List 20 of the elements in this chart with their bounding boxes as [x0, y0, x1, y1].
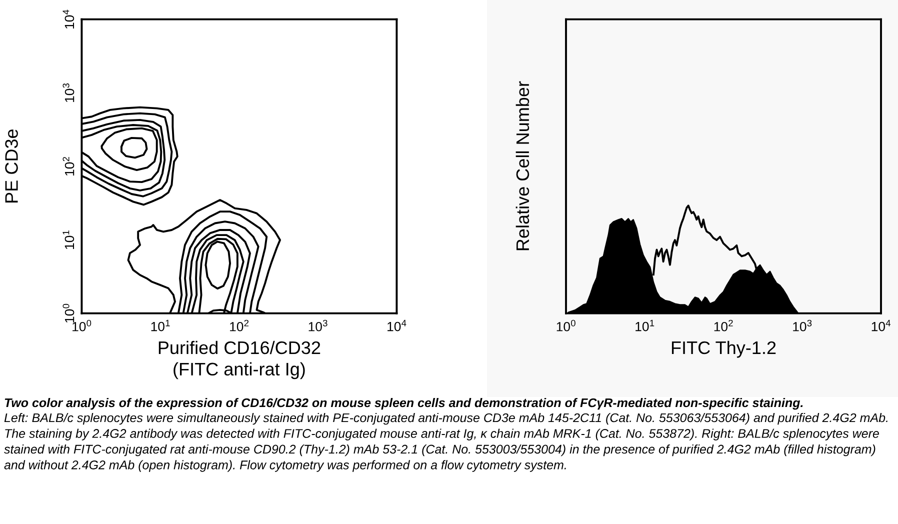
y-tick-label: 10$^{1}$: [62, 230, 74, 249]
x-axis-title: Purified CD16/CD32 (FITC anti-rat Ig): [158, 340, 320, 380]
y-axis-title: PE CD3e: [5, 129, 18, 202]
x-tick-label: 10$^{1}$: [151, 320, 170, 332]
x-tick-label: 10$^{4}$: [388, 320, 406, 332]
text: Two color analysis of the expression of CD16/CD32 on mouse spleen cells and demonstration of FCγR-mediated non-specific staining.: [4, 398, 803, 410]
y-tick-label: 10$^{3}$: [62, 83, 74, 102]
y-tick-label: 10$^{4}$: [62, 10, 74, 28]
x-tick-label: 10$^{3}$: [308, 320, 328, 332]
x-tick-label: 10$^{3}$: [793, 320, 812, 332]
x-tick-label: 10$^{0}$: [556, 320, 576, 332]
y-tick-label: 10$^{2}$: [62, 156, 74, 176]
text: Left: BALB/c splenocytes were simultaneously stained with PE-conjugated anti-mouse CD3e mAb 145-2C11 (Cat. No. 553063/553064) and purified 2.4G2 mAb. The staining by 2.4G2 antibody was detected with FITC-conjugated mouse anti-rat Ig, κ chain mAb MRK-1 (Cat. No. 553872). Right: BALB/c splenocytes were stained with FITC-conjugated rat anti-mouse CD90.2 (Thy-1.2) mAb 53-2.1 (Cat. No. 553003/553004) in the presence of purified 2.4G2 mAb (filled histogram) and without 2.4G2 mAb (open histogram). Flow cytometry was performed on a flow cytometry system.: [4, 413, 888, 472]
x-tick-label: 10$^{0}$: [72, 320, 92, 332]
x-tick-label: 10$^{4}$: [872, 320, 891, 332]
x-axis-title: FITC Thy-1.2: [672, 340, 776, 358]
x-tick-label: 10$^{2}$: [230, 320, 249, 332]
y-axis-title: Relative Cell Number: [516, 81, 530, 250]
x-tick-label: 10$^{1}$: [636, 320, 654, 332]
x-tick-label: 10$^{2}$: [714, 320, 733, 332]
